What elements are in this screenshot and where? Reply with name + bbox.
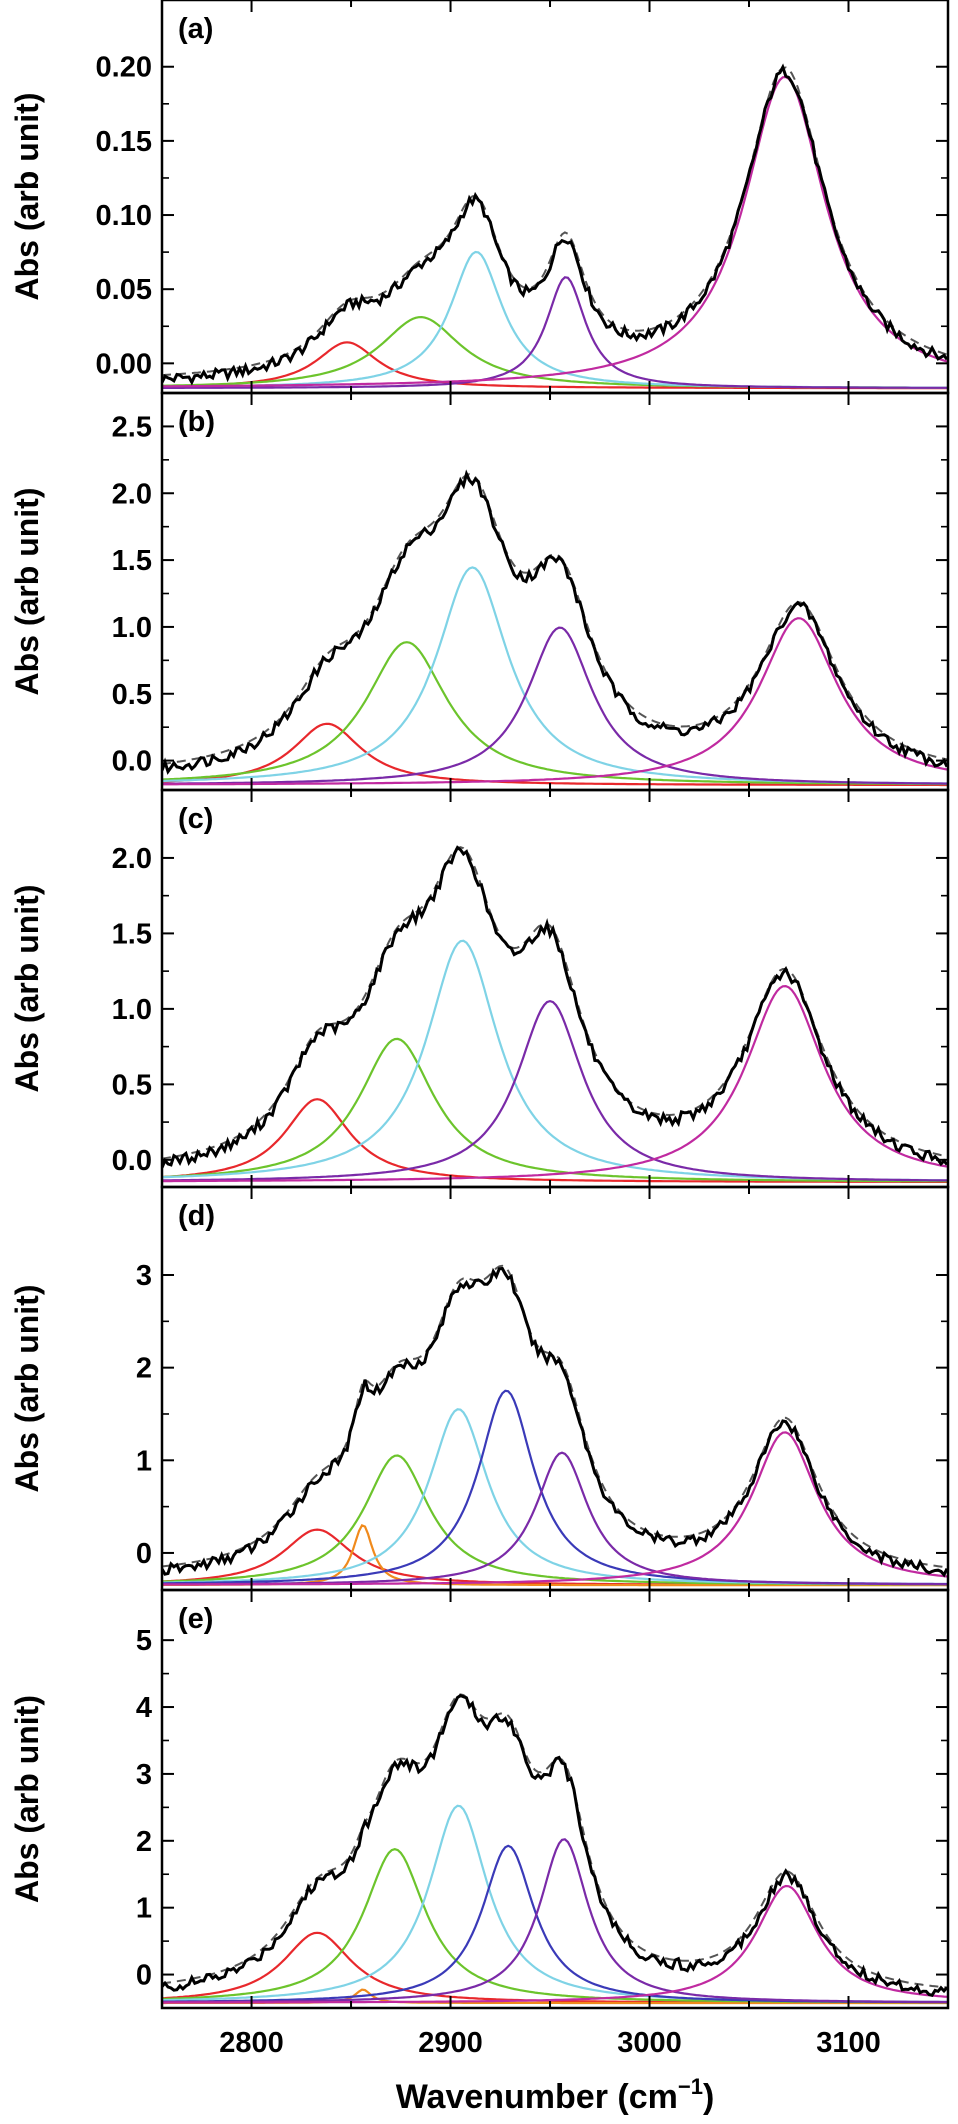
y-tick-label: 0.10	[96, 200, 152, 232]
peak-component-purple-b	[162, 626, 947, 785]
panel-label: (e)	[178, 1603, 213, 1635]
peak-component-magenta-e	[162, 1884, 948, 2004]
y-tick-label: 5	[136, 1625, 152, 1657]
panel-a-frame	[160, 0, 950, 395]
panel-a: 0.00 0.05 0.10 0.15 0.20 (a) Abs (arb unit)	[9, 0, 950, 395]
x-tick-label: 3100	[816, 2027, 881, 2059]
y-axis-label: Abs (arb unit)	[9, 1285, 45, 1493]
spectrum-curve-a	[162, 63, 948, 386]
spectrum-curve-e	[162, 1693, 948, 1998]
x-axis: 2800 2900 3000 3100	[219, 2027, 880, 2059]
panel-e: 0 1 2 3 4 5 (e) Abs (arb unit)	[9, 1588, 950, 2010]
y-axis-label: Abs (arb unit)	[9, 1695, 45, 1903]
x-axis-label: Wavenumber (cm−1)	[396, 2074, 715, 2116]
peak-component-green-c	[162, 1037, 948, 1183]
y-tick-label: 0.0	[112, 1145, 152, 1177]
y-tick-label: 1.0	[112, 994, 152, 1026]
peak-component-red-b	[162, 722, 947, 787]
y-tick-label: 3	[136, 1260, 152, 1292]
y-tick-label: 3	[136, 1759, 152, 1791]
panel-d: 0 1 2 3 (d) Abs (arb unit)	[9, 1185, 950, 1592]
y-tick-label: 0.5	[112, 1069, 152, 1101]
y-tick-label: 1	[136, 1445, 152, 1477]
y-tick-label: 0.5	[112, 679, 152, 711]
y-tick-label: 4	[136, 1692, 152, 1724]
panel-a-plot	[162, 63, 948, 390]
y-tick-label: 2.0	[112, 843, 152, 875]
peak-component-green-b	[162, 641, 947, 786]
y-axis-label: Abs (arb unit)	[9, 488, 45, 696]
y-tick-label: 2	[136, 1826, 152, 1858]
y-tick-label: 0.00	[96, 348, 152, 380]
peak-component-cyan-d	[162, 1408, 947, 1586]
x-tick-label: 2800	[219, 2027, 284, 2059]
y-tick-label: 0.20	[96, 52, 152, 84]
spectrum-curve-b	[162, 469, 948, 775]
y-tick-label: 1	[136, 1893, 152, 1925]
y-tick-label: 0.0	[112, 746, 152, 778]
panel-label: (c)	[178, 803, 213, 835]
panel-c-plot	[162, 845, 948, 1183]
y-tick-label: 0.15	[96, 126, 152, 158]
y-axis-label: Abs (arb unit)	[9, 885, 45, 1093]
y-tick-label: 0	[136, 1960, 152, 1992]
spectrum-curve-c	[162, 845, 948, 1169]
peak-component-purple-a	[162, 276, 947, 389]
panel-label: (d)	[178, 1200, 215, 1232]
fit-curve-e	[162, 1693, 948, 1989]
y-tick-label: 2	[136, 1353, 152, 1385]
peak-component-red-c	[162, 1098, 947, 1183]
x-tick-label: 3000	[617, 2027, 682, 2059]
panel-b-plot	[162, 469, 948, 787]
y-tick-label: 1.5	[112, 545, 152, 577]
peak-component-cyan-e	[162, 1804, 947, 2003]
panel-d-frame	[160, 1185, 950, 1592]
peak-component-purple-e	[162, 1838, 947, 2004]
fit-curve-d	[162, 1264, 948, 1569]
y-tick-label: 2.0	[112, 478, 152, 510]
peak-component-magenta-c	[162, 984, 948, 1183]
fit-curve-a	[162, 66, 948, 376]
peak-component-magenta-b	[162, 617, 948, 786]
y-axis-label: Abs (arb unit)	[9, 93, 45, 301]
panel-d-plot	[162, 1264, 948, 1587]
y-tick-label: 0	[136, 1538, 152, 1570]
panels-group: 0.000.050.100.150.20(a)Abs (arb unit)0.0…	[9, 0, 950, 2010]
panel-e-frame	[160, 1588, 950, 2010]
x-tick-label: 2900	[418, 2027, 483, 2059]
spectrum-curve-d	[162, 1266, 948, 1578]
peak-component-cyan-a	[162, 250, 947, 389]
peak-component-cyan-b	[162, 566, 947, 785]
panel-e-plot	[162, 1693, 948, 2005]
y-tick-label: 1.5	[112, 918, 152, 950]
panel-b: 0.0 0.5 1.0 1.5 2.0 2.5 (b) Abs (arb unit)	[9, 391, 950, 792]
y-tick-label: 1.0	[112, 612, 152, 644]
panel-label: (a)	[178, 13, 213, 45]
peak-component-purple-c	[162, 999, 947, 1182]
panel-label: (b)	[178, 406, 215, 438]
y-tick-label: 2.5	[112, 411, 152, 443]
y-tick-label: 0.05	[96, 274, 152, 306]
panel-b-frame	[160, 391, 950, 792]
peak-component-magenta-a	[162, 75, 948, 388]
panel-c: 0.0 0.5 1.0 1.5 2.0 (c) Abs (arb unit)	[9, 788, 950, 1189]
peak-component-magenta-d	[162, 1431, 948, 1586]
panel-c-frame	[160, 788, 950, 1189]
